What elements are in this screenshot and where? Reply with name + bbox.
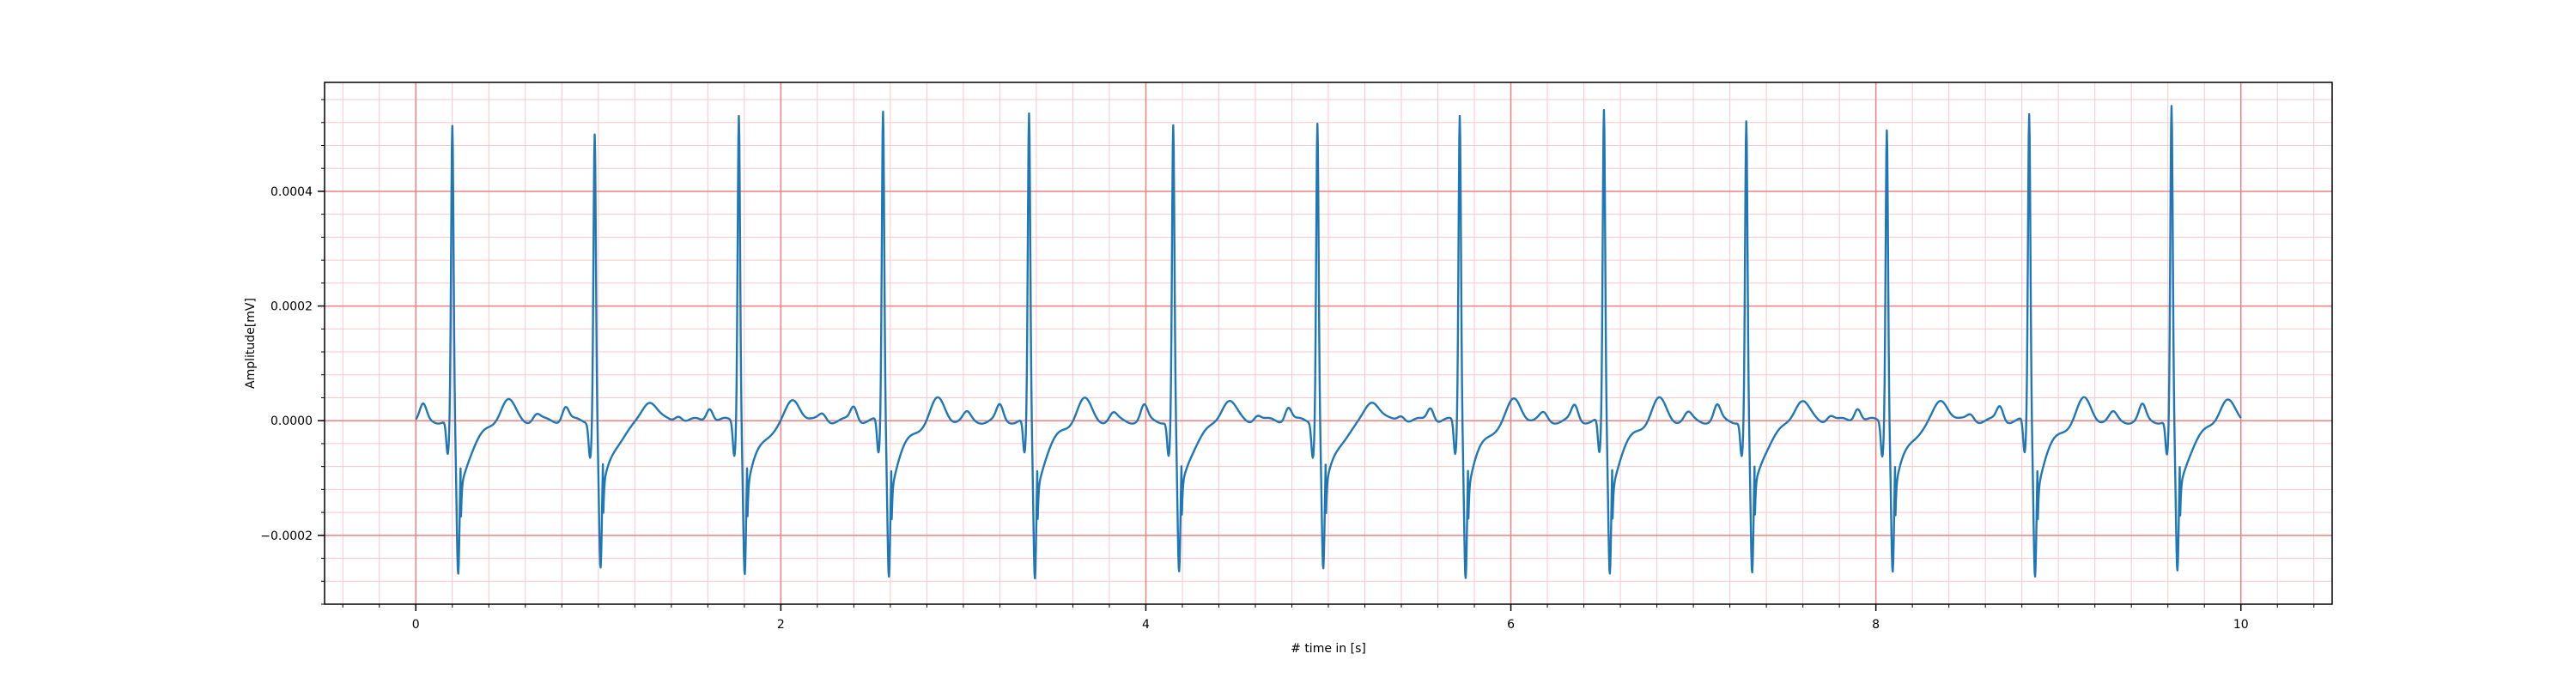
x-tick-label: 4: [1142, 618, 1150, 632]
series-layer: [415, 105, 2242, 580]
major-grid: [325, 82, 2332, 604]
x-axis: 0 2 4 6 8 10: [412, 604, 2249, 632]
y-axis-label: Amplitude[mV]: [244, 298, 258, 389]
x-tick-label: 2: [777, 618, 785, 632]
x-tick-label: 10: [2233, 618, 2249, 632]
y-tick-label: 0.0000: [270, 415, 313, 428]
y-tick-label: 0.0002: [270, 300, 313, 314]
x-tick-label: 0: [412, 618, 420, 632]
y-tick-label: 0.0004: [270, 185, 313, 199]
x-axis-label: # time in [s]: [1291, 642, 1366, 656]
plot-frame: [324, 82, 2333, 605]
y-tick-label: −0.0002: [260, 530, 313, 543]
ecg-series-line: [415, 105, 2242, 580]
y-axis: −0.0002 0.0000 0.0002 0.0004: [260, 185, 325, 543]
x-tick-label: 6: [1507, 618, 1515, 632]
x-tick-label: 8: [1872, 618, 1880, 632]
